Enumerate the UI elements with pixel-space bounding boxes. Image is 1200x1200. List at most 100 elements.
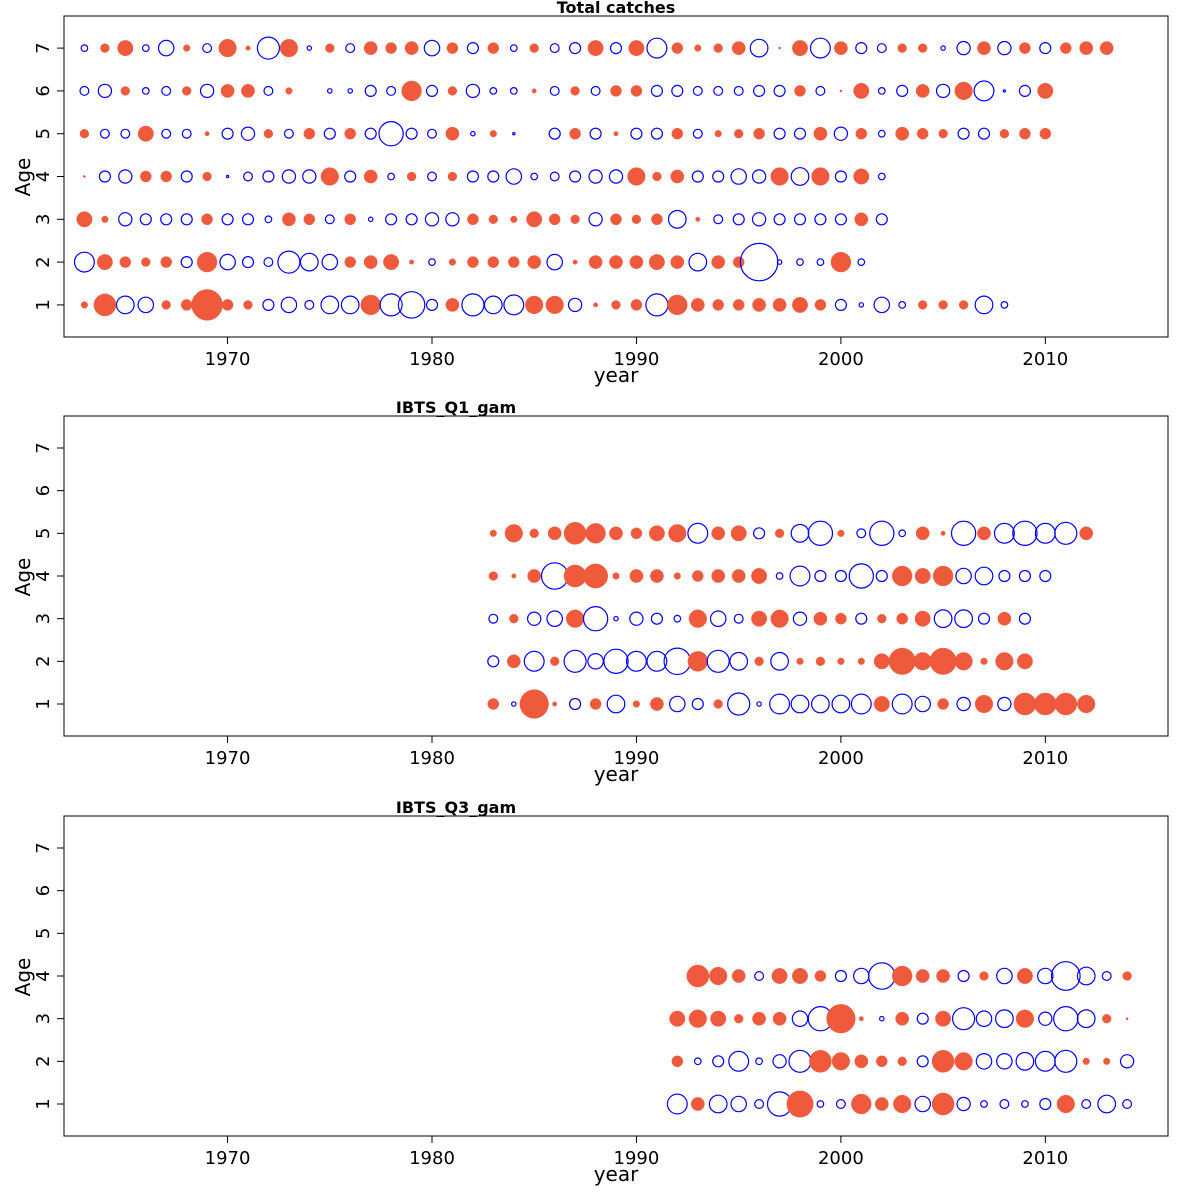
- bubble-negative: [751, 169, 767, 184]
- bubble-negative: [367, 216, 374, 223]
- y-tick-label: 1: [33, 1098, 54, 1109]
- bubble-negative: [256, 36, 280, 60]
- bubble-positive: [569, 127, 581, 140]
- bubble-negative: [225, 174, 230, 179]
- bubble-positive: [811, 167, 830, 186]
- bubble-positive: [826, 1004, 856, 1034]
- bubble-negative: [546, 610, 563, 627]
- bubble-positive: [671, 42, 684, 54]
- bubble-positive: [629, 255, 644, 269]
- bubble-positive: [709, 966, 728, 986]
- bubble-negative: [950, 520, 977, 547]
- bubble-negative: [608, 169, 624, 184]
- bubble-negative: [673, 614, 682, 623]
- bubble-negative: [873, 296, 891, 314]
- bubble-negative: [548, 127, 561, 140]
- bubble-positive: [854, 212, 869, 227]
- bubble-negative: [995, 1009, 1014, 1029]
- panel-title: IBTS_Q1_gam: [396, 398, 516, 417]
- bubble-negative: [876, 43, 887, 54]
- bubble-negative: [956, 1096, 971, 1112]
- bubble-negative: [240, 126, 256, 141]
- bubble-negative: [807, 520, 834, 547]
- bubble-negative: [712, 1055, 725, 1068]
- bubble-negative: [650, 84, 664, 98]
- bubble-negative: [385, 213, 398, 226]
- bubble-negative: [857, 258, 866, 267]
- bubble-negative: [957, 127, 970, 140]
- bubble-negative: [161, 85, 172, 96]
- bubble-negative: [997, 696, 1012, 712]
- bubble-negative: [241, 256, 255, 269]
- bubble-positive: [837, 657, 845, 665]
- bubble-positive: [585, 523, 606, 544]
- bubble-positive: [545, 295, 564, 314]
- bubble-negative: [773, 213, 786, 226]
- bubble-positive: [566, 609, 585, 628]
- bubble-negative: [645, 293, 669, 317]
- panel-title: Total catches: [557, 0, 675, 17]
- bubble-negative: [789, 565, 811, 587]
- bubble-negative: [589, 127, 602, 140]
- bubble-positive: [752, 298, 766, 312]
- bubble-negative: [262, 170, 275, 183]
- bubble-positive: [589, 698, 602, 710]
- bubble-positive: [525, 295, 544, 314]
- bubble-positive: [404, 41, 419, 55]
- bubble-negative: [730, 168, 747, 185]
- bubble-negative: [445, 212, 460, 227]
- bubble-positive: [383, 254, 400, 271]
- bubble-positive: [1122, 971, 1132, 981]
- bubble-negative: [793, 213, 807, 226]
- bubble-negative: [1034, 1050, 1056, 1072]
- bubble-positive: [770, 167, 789, 186]
- bubble-negative: [302, 169, 317, 184]
- bubble-positive: [587, 40, 604, 57]
- bubble-negative: [587, 652, 604, 670]
- bubble-negative: [977, 127, 991, 140]
- bubble-positive: [140, 170, 152, 183]
- bubble-negative: [221, 213, 234, 226]
- bubble-positive: [858, 1016, 864, 1022]
- bubble-negative: [115, 295, 135, 315]
- bubble-positive: [813, 126, 828, 141]
- bubble-positive: [686, 964, 710, 988]
- bubble-positive: [531, 88, 537, 94]
- bubble-negative: [776, 259, 783, 265]
- bubble-positive: [527, 569, 542, 583]
- bubble-negative: [425, 84, 439, 98]
- bubble-positive: [813, 611, 828, 626]
- bubble-negative: [320, 295, 340, 315]
- bubble-negative: [549, 171, 560, 182]
- bubble-negative: [1076, 1009, 1096, 1029]
- bubble-positive: [1034, 692, 1057, 716]
- bubble-negative: [973, 80, 995, 102]
- bubble-negative: [630, 127, 643, 140]
- bubble-negative: [692, 85, 703, 96]
- y-tick-label: 3: [33, 1013, 54, 1024]
- bubble-positive: [488, 214, 498, 224]
- bubble-positive: [1125, 1017, 1129, 1021]
- bubble-negative: [749, 38, 769, 58]
- bubble-negative: [877, 172, 886, 181]
- bubble-negative: [588, 169, 603, 184]
- bubble-positive: [692, 570, 704, 582]
- bubble-positive: [1037, 82, 1054, 99]
- bubble-negative: [243, 171, 254, 182]
- bubble-positive: [857, 657, 865, 665]
- bubble-negative: [999, 1098, 1010, 1109]
- bubble-positive: [180, 299, 193, 311]
- bubble-negative: [73, 251, 95, 273]
- x-axis-label: year: [594, 363, 639, 387]
- bubble-negative: [345, 43, 356, 54]
- panel-total-catches: Total catches year Age 1970 1980 1990 2000 2…: [11, 0, 1169, 387]
- bubble-negative: [264, 215, 273, 224]
- bubble-positive: [612, 572, 620, 580]
- bubble-positive: [897, 43, 907, 53]
- bubble-positive: [401, 80, 422, 102]
- bubble-negative: [202, 43, 213, 54]
- y-tick-label: 3: [33, 214, 54, 225]
- bubble-negative: [809, 37, 831, 59]
- bubble-negative: [79, 85, 90, 96]
- bubble-negative: [691, 170, 704, 183]
